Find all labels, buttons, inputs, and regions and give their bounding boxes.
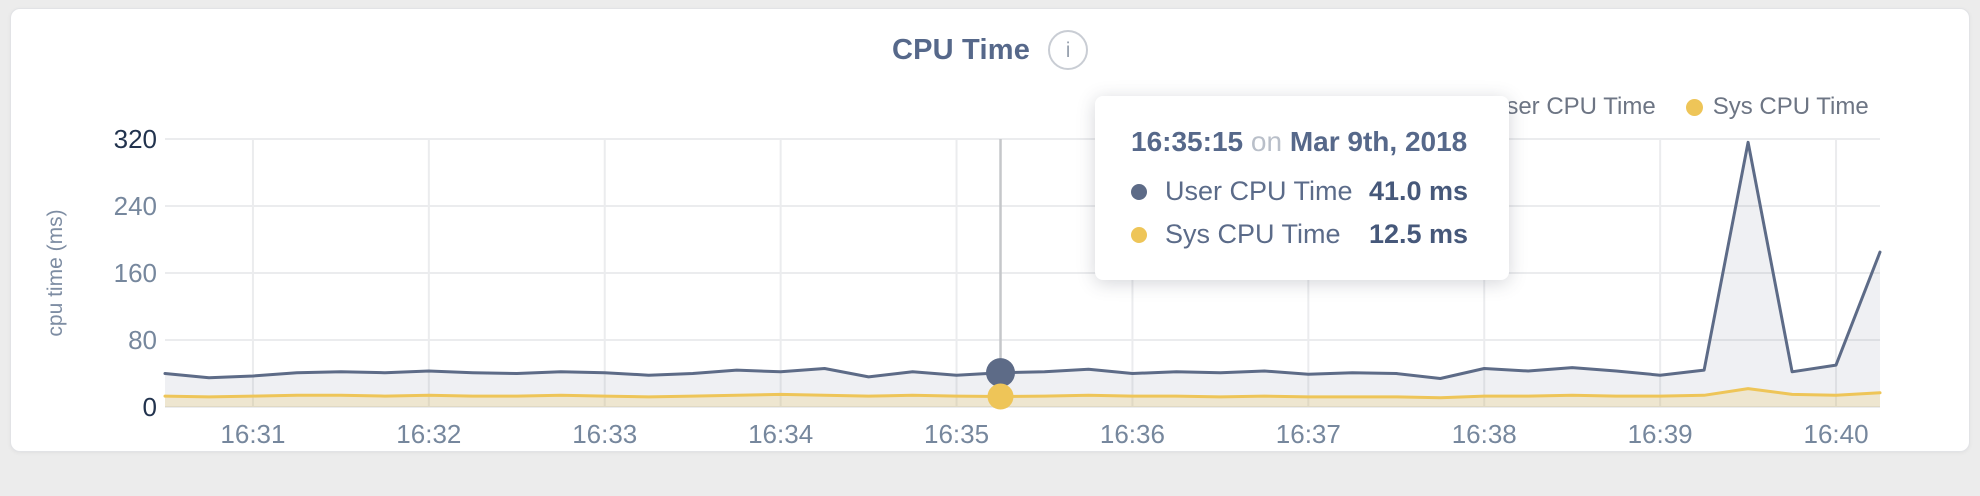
- user-cpu-area: [165, 142, 1880, 408]
- x-tick-label: 16:36: [1100, 419, 1165, 449]
- legend-label-sys: Sys CPU Time: [1712, 93, 1869, 120]
- legend: User CPU Time Sys CPU Time: [1462, 93, 1869, 121]
- info-icon-glyph: i: [1065, 38, 1071, 62]
- tooltip-label-user: User CPU Time: [1165, 176, 1353, 206]
- y-tick-label: 320: [114, 124, 157, 154]
- tooltip-row-sys: Sys CPU Time 12.5 ms: [1131, 219, 1473, 250]
- y-tick-label: 80: [128, 325, 157, 355]
- tooltip-header: 16:35:15 on Mar 9th, 2018: [1131, 126, 1473, 158]
- tooltip-dot-sys: [1131, 226, 1147, 243]
- y-tick-label: 160: [114, 258, 157, 288]
- x-tick-label: 16:35: [924, 419, 989, 449]
- info-icon[interactable]: i: [1048, 30, 1089, 70]
- x-tick-label: 16:40: [1803, 419, 1868, 449]
- y-axis-title: cpu time (ms): [44, 209, 67, 336]
- x-tick-label: 16:31: [220, 419, 285, 449]
- tooltip-label-sys: Sys CPU Time: [1165, 219, 1341, 249]
- x-tick-label: 16:39: [1628, 419, 1693, 449]
- tooltip-dot-user: [1131, 183, 1147, 200]
- x-tick-label: 16:32: [396, 419, 461, 449]
- y-tick-label: 240: [114, 191, 157, 221]
- sys-cpu-area: [165, 388, 1880, 407]
- sys-cpu-line: [163, 387, 1882, 400]
- user-cpu-line: [163, 140, 1882, 380]
- tooltip-connector: on: [1250, 126, 1283, 157]
- tooltip-value-sys: 12.5 ms: [1369, 219, 1469, 249]
- chart-title: CPU Time: [891, 33, 1031, 66]
- legend-item-sys-cpu-time[interactable]: Sys CPU Time: [1685, 93, 1869, 121]
- tooltip-value-user: 41.0 ms: [1369, 176, 1469, 206]
- tooltip-date: Mar 9th, 2018: [1289, 126, 1468, 157]
- legend-label-user: User CPU Time: [1489, 93, 1656, 120]
- y-tick-label: 0: [143, 392, 157, 422]
- hover-dot-sys: [987, 383, 1014, 410]
- hover-dot-user: [986, 358, 1016, 388]
- x-tick-label: 16:34: [748, 419, 813, 449]
- tooltip-time: 16:35:15: [1131, 126, 1244, 157]
- x-tick-label: 16:38: [1452, 419, 1517, 449]
- x-tick-label: 16:33: [572, 419, 637, 449]
- legend-dot-sys: [1685, 98, 1703, 116]
- tooltip-row-user: User CPU Time 41.0 ms: [1131, 176, 1473, 207]
- chart-header: CPU Time i: [0, 30, 1980, 70]
- x-tick-label: 16:37: [1276, 419, 1341, 449]
- chart-tooltip: 16:35:15 on Mar 9th, 2018 User CPU Time …: [1095, 96, 1509, 280]
